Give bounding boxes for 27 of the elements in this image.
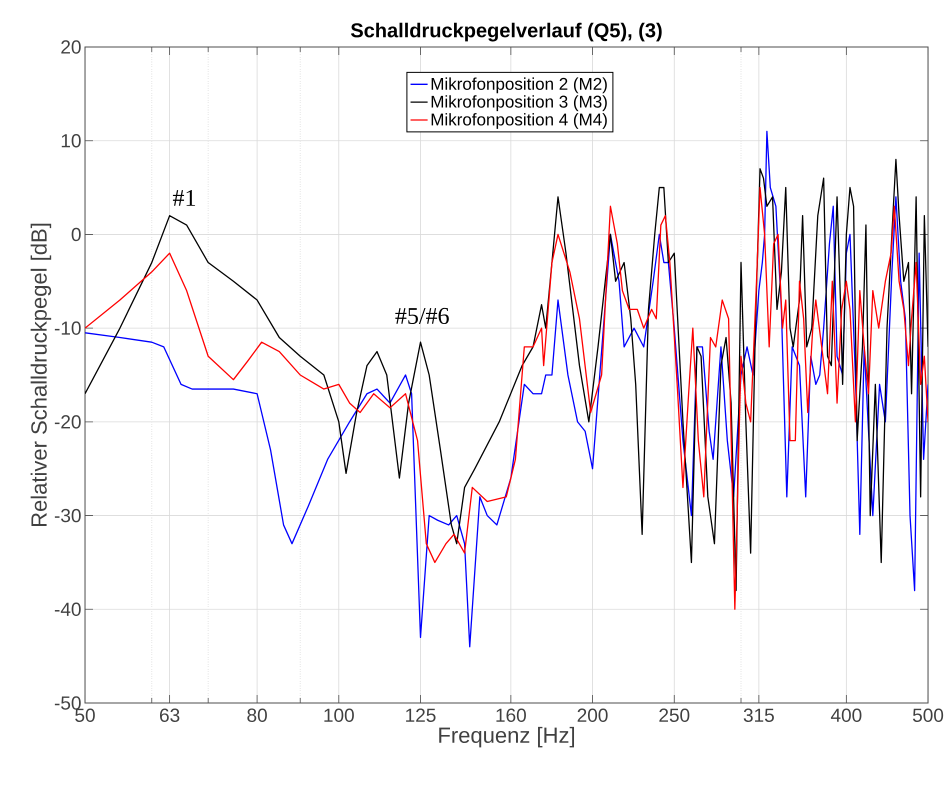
x-tick-label: 63 bbox=[160, 708, 180, 722]
annotation: #5/#6 bbox=[395, 308, 449, 324]
x-tick-label: 50 bbox=[75, 708, 95, 722]
legend-label: Mikrofonposition 4 (M4) bbox=[432, 113, 607, 129]
y-tick-label: 0 bbox=[72, 228, 81, 242]
x-tick-label: 315 bbox=[744, 708, 774, 722]
x-tick-label: 125 bbox=[406, 708, 436, 722]
x-tick-label: 80 bbox=[247, 708, 267, 722]
legend-label: Mikrofonposition 3 (M3) bbox=[432, 95, 607, 112]
y-tick-label: 10 bbox=[62, 134, 81, 148]
y-tick-label: -50 bbox=[54, 696, 81, 710]
x-tick-label: 200 bbox=[578, 708, 608, 722]
legend-label: Mikrofonposition 2 (M2) bbox=[432, 77, 607, 94]
y-tick-label: -20 bbox=[54, 415, 81, 429]
y-tick-label: -30 bbox=[54, 508, 81, 522]
y-tick-label: 20 bbox=[61, 40, 81, 54]
y-tick-label: -10 bbox=[54, 321, 81, 335]
chart-title: Schalldruckpegelverlauf (Q5), (3) bbox=[350, 22, 662, 42]
x-tick-label: 160 bbox=[496, 708, 526, 722]
x-tick-label: 100 bbox=[324, 708, 354, 722]
x-tick-label: 400 bbox=[830, 708, 862, 722]
x-axis-title: Frequenz [Hz] bbox=[439, 726, 574, 748]
y-tick-label: -40 bbox=[54, 602, 81, 616]
annotation: #1 bbox=[172, 190, 196, 206]
x-tick-label: 250 bbox=[659, 708, 690, 722]
y-axis-title: Relativer Schalldruckpegel [dB] bbox=[30, 224, 52, 526]
x-tick-label: 500 bbox=[912, 708, 944, 722]
